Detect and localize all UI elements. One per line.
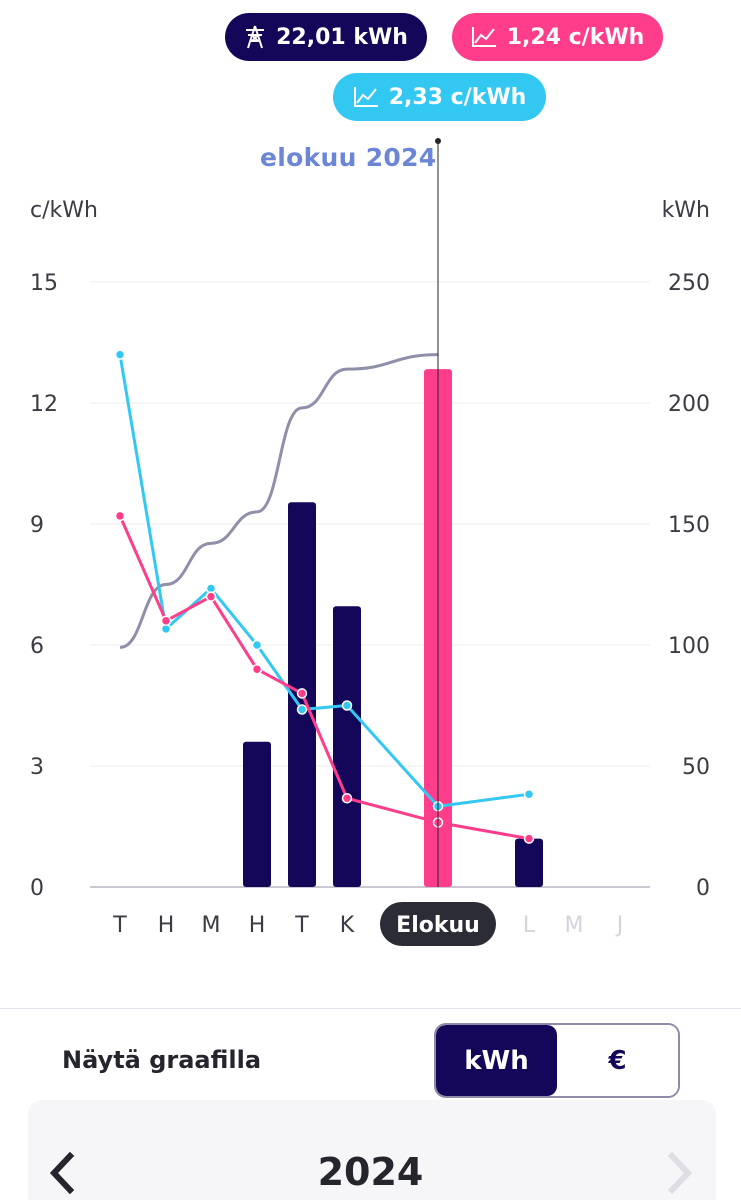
x-tick-label: T bbox=[294, 913, 309, 938]
spot-price-line-point bbox=[296, 688, 308, 699]
left-tick-label: 15 bbox=[30, 271, 58, 296]
spot-price-line-point bbox=[251, 663, 263, 675]
x-tick-label: H bbox=[158, 913, 175, 938]
show-on-chart-label: Näytä graafilla bbox=[62, 1046, 262, 1074]
spot-price-line-point bbox=[341, 793, 353, 804]
average-price-value: 2,33 c/kWh bbox=[388, 84, 527, 110]
bars bbox=[243, 369, 543, 887]
power-tower-icon bbox=[246, 25, 265, 49]
right-tick-label: 200 bbox=[668, 392, 710, 417]
x-axis-labels: T H M H T K Elokuu L M J bbox=[112, 902, 623, 946]
x-tick-label: M bbox=[202, 913, 221, 938]
year-navigation-bar bbox=[28, 1100, 716, 1200]
spot-price-line-point bbox=[523, 833, 535, 844]
left-tick-label: 3 bbox=[30, 755, 44, 780]
period-title: elokuu 2024 bbox=[260, 143, 437, 172]
selection-cursor bbox=[435, 138, 441, 887]
spot-price-line-point bbox=[160, 615, 172, 627]
right-tick-label: 0 bbox=[696, 876, 710, 901]
x-tick-label: M bbox=[565, 913, 584, 938]
spot-price-line bbox=[118, 515, 530, 841]
right-tick-label: 150 bbox=[668, 513, 710, 538]
chart-line-icon bbox=[353, 87, 378, 107]
section-divider bbox=[0, 1008, 741, 1009]
x-tick-label: H bbox=[249, 913, 266, 938]
spot-price-value: 1,24 c/kWh bbox=[506, 24, 645, 50]
right-tick-label: 100 bbox=[668, 634, 710, 659]
energy-total-value: 22,01 kWh bbox=[276, 24, 408, 50]
spot-price-line-point bbox=[114, 510, 126, 522]
right-tick-label: 50 bbox=[682, 755, 710, 780]
x-tick-label: T bbox=[112, 913, 127, 938]
spot-price-badge: 1,24 c/kWh bbox=[452, 13, 663, 61]
bar bbox=[515, 838, 543, 887]
average-price-line-point bbox=[523, 788, 535, 800]
average-price-badge: 2,33 c/kWh bbox=[333, 73, 546, 121]
x-tick-label: K bbox=[340, 913, 355, 938]
grey-trend-line bbox=[119, 353, 439, 649]
right-axis-ticks: 250 200 150 100 50 0 bbox=[668, 271, 710, 901]
average-price-line-point bbox=[341, 700, 353, 711]
right-tick-label: 250 bbox=[668, 271, 710, 296]
x-tick-label: J bbox=[615, 913, 624, 938]
average-price-line-point bbox=[251, 639, 263, 651]
kwh-toggle-button[interactable]: kWh bbox=[436, 1025, 557, 1096]
selected-period-pill bbox=[380, 902, 496, 946]
bar bbox=[243, 741, 271, 887]
left-tick-label: 0 bbox=[30, 876, 44, 901]
x-tick-label: Elokuu bbox=[396, 913, 480, 938]
chevron-left-icon[interactable] bbox=[44, 1150, 80, 1196]
x-tick-label: L bbox=[523, 913, 536, 938]
left-tick-label: 6 bbox=[30, 634, 44, 659]
left-axis-label: c/kWh bbox=[30, 198, 98, 223]
chart-line-icon bbox=[471, 27, 496, 47]
average-price-line bbox=[118, 354, 530, 808]
energy-total-badge: 22,01 kWh bbox=[225, 13, 427, 61]
eur-toggle-button[interactable]: € bbox=[557, 1025, 678, 1096]
average-price-line-point bbox=[296, 704, 308, 715]
series-lines bbox=[114, 349, 535, 844]
left-tick-label: 9 bbox=[30, 513, 44, 538]
chevron-right-icon[interactable] bbox=[662, 1150, 698, 1196]
cursor-dot bbox=[435, 138, 441, 144]
left-tick-label: 12 bbox=[30, 392, 58, 417]
grid-lines bbox=[90, 281, 650, 888]
average-price-line-point bbox=[114, 349, 126, 360]
spot-price-line-point bbox=[205, 591, 217, 602]
right-axis-label: kWh bbox=[662, 198, 710, 223]
unit-toggle: kWh € bbox=[434, 1023, 680, 1098]
bar bbox=[333, 606, 361, 887]
year-label: 2024 bbox=[317, 1150, 424, 1194]
left-axis-ticks: 15 12 9 6 3 0 bbox=[30, 271, 58, 901]
